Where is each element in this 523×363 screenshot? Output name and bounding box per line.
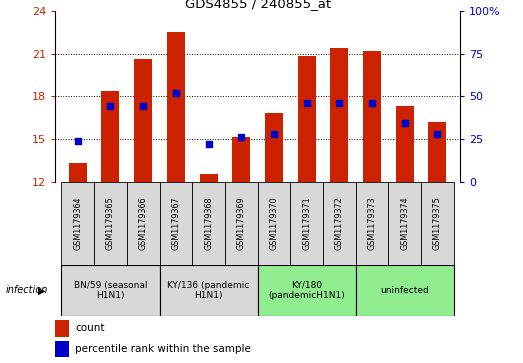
Text: GSM1179367: GSM1179367 bbox=[172, 196, 180, 250]
Text: infection: infection bbox=[5, 285, 48, 295]
Bar bbox=[167, 32, 185, 182]
Bar bbox=[428, 122, 446, 182]
Text: GSM1179364: GSM1179364 bbox=[73, 196, 82, 250]
FancyBboxPatch shape bbox=[192, 182, 225, 265]
Point bbox=[401, 121, 409, 126]
Text: GSM1179372: GSM1179372 bbox=[335, 196, 344, 250]
Bar bbox=[265, 113, 283, 182]
Text: ▶: ▶ bbox=[38, 285, 45, 295]
Bar bbox=[363, 51, 381, 182]
Point bbox=[106, 103, 115, 109]
FancyBboxPatch shape bbox=[160, 265, 258, 316]
FancyBboxPatch shape bbox=[127, 182, 160, 265]
FancyBboxPatch shape bbox=[160, 182, 192, 265]
Point bbox=[433, 131, 441, 136]
Bar bbox=[331, 48, 348, 182]
Point bbox=[139, 103, 147, 109]
FancyBboxPatch shape bbox=[323, 182, 356, 265]
Text: GSM1179370: GSM1179370 bbox=[269, 196, 278, 250]
Text: GSM1179375: GSM1179375 bbox=[433, 196, 442, 250]
Text: GSM1179368: GSM1179368 bbox=[204, 196, 213, 250]
FancyBboxPatch shape bbox=[356, 265, 454, 316]
FancyBboxPatch shape bbox=[290, 182, 323, 265]
Bar bbox=[298, 56, 315, 182]
Bar bbox=[200, 174, 218, 182]
Text: KY/136 (pandemic
H1N1): KY/136 (pandemic H1N1) bbox=[167, 281, 249, 300]
FancyBboxPatch shape bbox=[258, 265, 356, 316]
Bar bbox=[55, 320, 69, 337]
Bar bbox=[101, 90, 119, 182]
Bar bbox=[55, 340, 69, 357]
Point bbox=[74, 138, 82, 143]
Text: uninfected: uninfected bbox=[380, 286, 429, 295]
Text: count: count bbox=[75, 323, 105, 334]
Point bbox=[204, 141, 213, 147]
Text: GSM1179369: GSM1179369 bbox=[237, 196, 246, 250]
Text: GSM1179366: GSM1179366 bbox=[139, 196, 147, 250]
FancyBboxPatch shape bbox=[94, 182, 127, 265]
Text: percentile rank within the sample: percentile rank within the sample bbox=[75, 344, 251, 354]
FancyBboxPatch shape bbox=[62, 265, 160, 316]
FancyBboxPatch shape bbox=[388, 182, 421, 265]
Bar bbox=[396, 106, 414, 182]
Point bbox=[172, 90, 180, 96]
Bar bbox=[134, 59, 152, 182]
Point bbox=[368, 100, 376, 106]
Text: GSM1179371: GSM1179371 bbox=[302, 196, 311, 250]
FancyBboxPatch shape bbox=[258, 182, 290, 265]
Text: KY/180
(pandemicH1N1): KY/180 (pandemicH1N1) bbox=[268, 281, 345, 300]
Bar bbox=[69, 163, 87, 182]
FancyBboxPatch shape bbox=[62, 182, 94, 265]
Point bbox=[237, 134, 245, 140]
Title: GDS4855 / 240855_at: GDS4855 / 240855_at bbox=[185, 0, 331, 10]
Point bbox=[335, 100, 344, 106]
Point bbox=[302, 100, 311, 106]
FancyBboxPatch shape bbox=[356, 182, 388, 265]
FancyBboxPatch shape bbox=[225, 182, 258, 265]
Text: GSM1179373: GSM1179373 bbox=[368, 196, 377, 250]
FancyBboxPatch shape bbox=[421, 182, 454, 265]
Point bbox=[270, 131, 278, 136]
Text: GSM1179365: GSM1179365 bbox=[106, 196, 115, 250]
Bar bbox=[232, 138, 250, 182]
Text: GSM1179374: GSM1179374 bbox=[400, 196, 409, 250]
Text: BN/59 (seasonal
H1N1): BN/59 (seasonal H1N1) bbox=[74, 281, 147, 300]
